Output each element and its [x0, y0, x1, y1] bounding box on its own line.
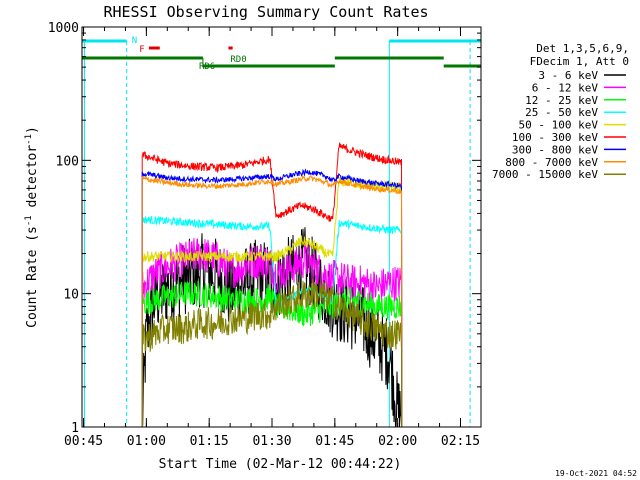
y-tick-label: 1 — [71, 421, 79, 436]
y-tick-label: 100 — [56, 154, 79, 169]
series-line-4 — [141, 176, 403, 427]
x-tick-label: 01:30 — [252, 434, 291, 449]
x-tick-label: 01:15 — [190, 434, 229, 449]
legend-entry-label: 6 - 12 keV — [532, 81, 599, 94]
rd6-label: RD6 — [199, 62, 215, 72]
y-tick-label: 1000 — [48, 21, 79, 36]
series-line-5 — [141, 142, 403, 427]
legend-entry-label: 800 - 7000 keV — [505, 156, 598, 169]
series-line-3 — [141, 215, 403, 427]
series-line-8 — [141, 278, 403, 427]
legend-entry-label: 7000 - 15000 keV — [492, 168, 598, 181]
legend-entry-label: 3 - 6 keV — [538, 69, 598, 82]
series-layer — [141, 142, 403, 427]
status-bands: NF RD0 RD6 — [82, 36, 481, 427]
series-line-7 — [141, 174, 403, 427]
x-tick-label: 02:15 — [441, 434, 480, 449]
legend-entry-label: 300 - 800 keV — [512, 143, 598, 156]
series-line-2 — [141, 280, 403, 427]
chart-title: RHESSI Observing Summary Count Rates — [103, 3, 428, 21]
x-axis-label: Start Time (02-Mar-12 00:44:22) — [159, 457, 402, 472]
x-tick-label: 00:45 — [64, 434, 103, 449]
legend-entry-label: 100 - 300 keV — [512, 131, 598, 144]
legend: Det 1,3,5,6,9,FDecim 1, Att 03 - 6 keV6 … — [492, 42, 629, 181]
legend-entry-label: 50 - 100 keV — [519, 119, 599, 132]
x-tick-label: 02:00 — [378, 434, 417, 449]
y-axis-label: Count Rate (s-1 detector-1) — [24, 126, 40, 328]
legend-header: Det 1,3,5,6,9, — [536, 42, 629, 55]
legend-entry-label: 25 - 50 keV — [525, 106, 598, 119]
y-tick-label: 10 — [63, 288, 79, 303]
series-line-6 — [141, 168, 403, 427]
axes: 1 10 100 1000 00:45 01:00 01:15 01:30 01:45 02:00… — [48, 21, 482, 449]
timestamp: 19-Oct-2021 04:52 — [555, 469, 637, 478]
plot-frame — [81, 26, 482, 428]
flare-label: F — [139, 45, 144, 55]
x-tick-label: 01:45 — [315, 434, 354, 449]
rd0-label: RD0 — [230, 55, 246, 65]
legend-header: FDecim 1, Att 0 — [530, 55, 629, 68]
night-label: N — [132, 36, 137, 46]
x-tick-label: 01:00 — [127, 434, 166, 449]
legend-entry-label: 12 - 25 keV — [525, 94, 598, 107]
